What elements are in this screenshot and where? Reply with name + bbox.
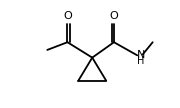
Text: O: O — [63, 11, 72, 21]
Text: O: O — [110, 11, 118, 21]
Text: N: N — [137, 50, 146, 60]
Text: H: H — [137, 56, 145, 66]
